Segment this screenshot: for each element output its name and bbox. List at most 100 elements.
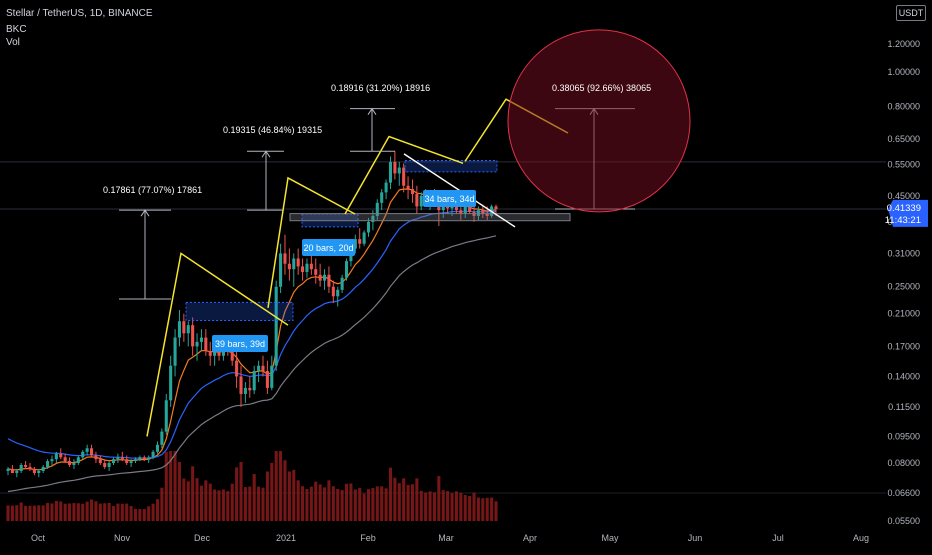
candle[interactable] <box>309 263 313 270</box>
candle[interactable] <box>182 321 186 334</box>
candle[interactable] <box>204 337 208 352</box>
candle[interactable] <box>120 457 124 460</box>
candle[interactable] <box>50 459 54 462</box>
candle[interactable] <box>98 459 102 464</box>
indicator-bkc-label[interactable]: BKC <box>6 24 27 35</box>
candle[interactable] <box>252 371 256 391</box>
candle[interactable] <box>336 289 340 297</box>
candle[interactable] <box>230 351 234 361</box>
candle[interactable] <box>116 457 120 460</box>
candle[interactable] <box>160 431 164 445</box>
candle[interactable] <box>388 161 393 183</box>
candle[interactable] <box>248 387 252 391</box>
candle[interactable] <box>235 360 239 377</box>
candle[interactable] <box>59 453 63 458</box>
candle[interactable] <box>85 448 89 452</box>
candle[interactable] <box>384 182 388 193</box>
candle[interactable] <box>177 321 181 338</box>
candle[interactable] <box>375 202 379 216</box>
candle[interactable] <box>353 239 357 249</box>
candle[interactable] <box>213 351 217 356</box>
candle[interactable] <box>208 351 212 356</box>
candle[interactable] <box>199 337 203 342</box>
currency-badge[interactable]: USDT <box>896 5 926 21</box>
candle[interactable] <box>6 468 10 471</box>
candle[interactable] <box>344 261 349 278</box>
candle[interactable] <box>296 258 300 267</box>
candle[interactable] <box>327 274 331 287</box>
candle[interactable] <box>292 258 296 270</box>
candle[interactable] <box>476 210 480 216</box>
candle[interactable] <box>371 215 375 222</box>
candle[interactable] <box>195 341 199 347</box>
candle[interactable] <box>331 286 335 297</box>
candle[interactable] <box>243 387 247 394</box>
candle[interactable] <box>138 457 142 460</box>
candle[interactable] <box>10 468 14 474</box>
candle[interactable] <box>415 194 419 207</box>
candle[interactable] <box>63 457 67 462</box>
candle[interactable] <box>19 464 23 471</box>
candle[interactable] <box>393 161 397 174</box>
candle[interactable] <box>481 210 485 214</box>
candle[interactable] <box>441 204 445 211</box>
candle[interactable] <box>41 466 45 471</box>
candle[interactable] <box>468 206 472 213</box>
candle[interactable] <box>28 466 32 469</box>
candle[interactable] <box>318 274 322 281</box>
candle[interactable] <box>380 192 384 203</box>
candle[interactable] <box>191 325 195 347</box>
candle[interactable] <box>270 365 274 388</box>
candle[interactable] <box>265 371 269 388</box>
candle[interactable] <box>81 451 85 458</box>
candle[interactable] <box>323 274 327 281</box>
candle[interactable] <box>147 457 151 460</box>
candle[interactable] <box>173 337 177 366</box>
candle[interactable] <box>103 463 107 467</box>
candle[interactable] <box>239 376 243 394</box>
candle[interactable] <box>463 206 467 214</box>
candle[interactable] <box>257 365 261 372</box>
candle[interactable] <box>72 463 76 465</box>
candle[interactable] <box>24 464 28 467</box>
candle[interactable] <box>305 263 309 272</box>
candle[interactable] <box>142 457 146 460</box>
candle[interactable] <box>274 286 278 366</box>
candle[interactable] <box>410 189 415 195</box>
candle[interactable] <box>107 463 111 467</box>
candle[interactable] <box>494 206 498 210</box>
indicator-vol-label[interactable]: Vol <box>6 37 20 48</box>
candle[interactable] <box>46 461 50 467</box>
candle[interactable] <box>340 277 344 290</box>
candle[interactable] <box>15 470 19 474</box>
candle[interactable] <box>279 253 283 287</box>
candle[interactable] <box>76 457 80 464</box>
candle[interactable] <box>287 263 291 270</box>
candle[interactable] <box>125 459 129 464</box>
candle[interactable] <box>402 167 406 186</box>
candle[interactable] <box>186 325 190 334</box>
candle[interactable] <box>133 459 138 462</box>
candle[interactable] <box>459 210 463 214</box>
candle[interactable] <box>358 239 362 244</box>
candle[interactable] <box>366 221 371 233</box>
candle[interactable] <box>419 195 423 207</box>
candle[interactable] <box>169 365 173 401</box>
candle[interactable] <box>37 470 41 474</box>
symbol-title[interactable]: Stellar / TetherUS, 1D, BINANCE <box>6 8 153 19</box>
candle[interactable] <box>89 448 94 456</box>
candle[interactable] <box>283 253 287 264</box>
candle[interactable] <box>68 461 72 465</box>
candle[interactable] <box>151 451 155 458</box>
candle[interactable] <box>362 232 366 244</box>
candle[interactable] <box>32 468 36 474</box>
candle[interactable] <box>301 266 305 272</box>
candle[interactable] <box>485 213 489 216</box>
candle[interactable] <box>164 400 168 432</box>
candle[interactable] <box>261 365 265 372</box>
candle[interactable] <box>111 459 116 464</box>
candle[interactable] <box>406 185 410 190</box>
candle[interactable] <box>217 351 221 356</box>
